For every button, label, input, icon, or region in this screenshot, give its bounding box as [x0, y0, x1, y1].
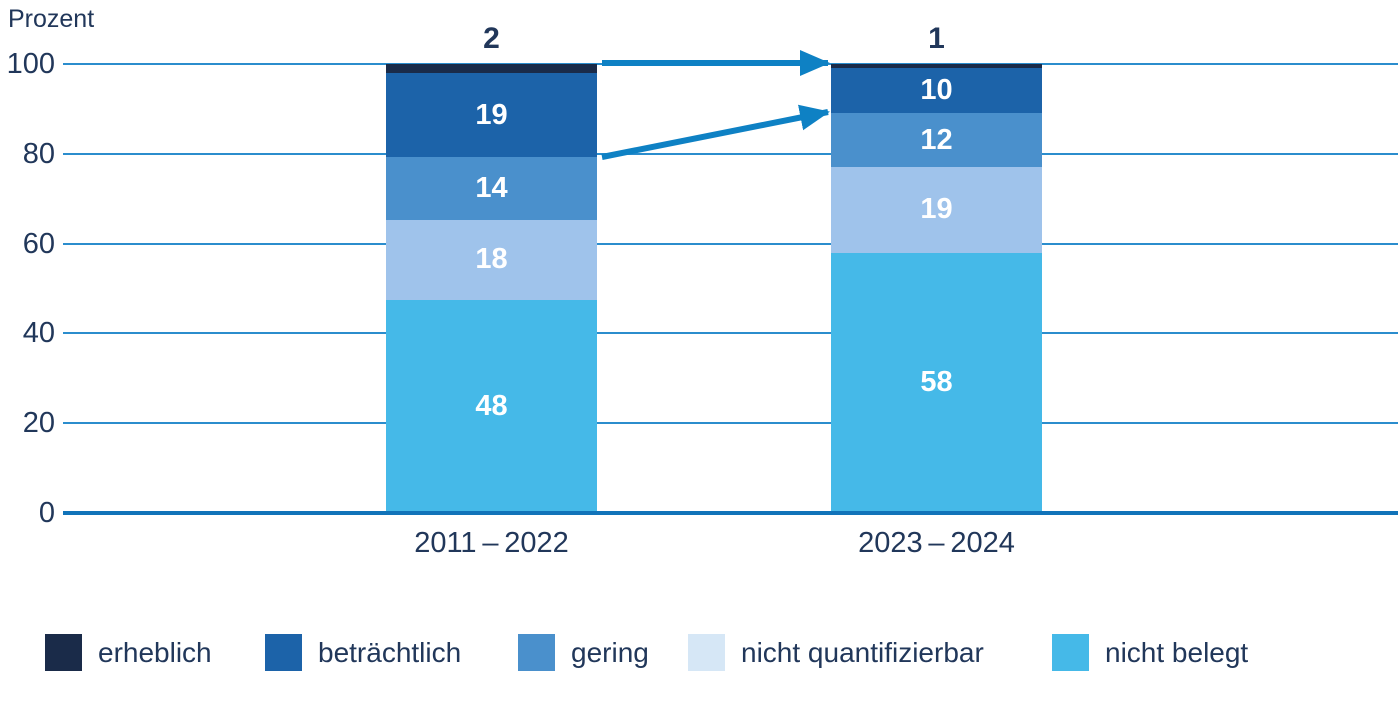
legend-item-nicht-quantifizierbar: nicht quantifizierbar	[688, 634, 984, 671]
y-axis-tick-label: 20	[22, 407, 55, 439]
bar-segment-beträchtlich: 10	[831, 68, 1042, 114]
segment-value-label: 48	[475, 389, 508, 422]
gridline-20	[63, 422, 1398, 424]
gridline-60	[63, 243, 1398, 245]
x-axis-baseline	[63, 511, 1398, 515]
y-axis-tick-label: 60	[22, 228, 55, 260]
legend-item-nicht-belegt: nicht belegt	[1052, 634, 1248, 671]
legend-label: gering	[571, 636, 649, 668]
bar-segment-beträchtlich: 19	[386, 72, 597, 158]
segment-value-label: 19	[475, 98, 508, 131]
bar-2023-2024: 10 12 19 58	[831, 64, 1042, 513]
legend-label: beträchtlich	[318, 636, 462, 668]
bar-top-value-label: 2	[483, 22, 500, 55]
legend-item-beträchtlich: beträchtlich	[265, 634, 461, 671]
y-axis-tick-label: 40	[22, 317, 55, 349]
bar-segment-erheblich	[386, 64, 597, 73]
x-axis-label: 2011 – 2022	[414, 527, 569, 559]
segment-value-label: 14	[475, 171, 508, 204]
legend-swatch	[1052, 634, 1089, 671]
legend-swatch	[688, 634, 725, 671]
bar-top-value-label: 1	[928, 22, 945, 55]
legend-swatch	[518, 634, 555, 671]
legend-swatch	[45, 634, 82, 671]
bar-segment-nicht-belegt: 58	[831, 252, 1042, 513]
segment-value-label: 12	[920, 123, 953, 156]
bar-segment-nicht-quantifizierbar: 19	[831, 167, 1042, 253]
y-axis-tick-label: 100	[6, 48, 55, 80]
legend-label: erheblich	[98, 636, 212, 668]
segment-value-label: 58	[920, 366, 953, 399]
bar-2011-2022: 19 14 18 48	[386, 64, 597, 513]
bar-segment-erheblich	[831, 64, 1042, 69]
legend-label: nicht belegt	[1105, 636, 1249, 668]
bar-segment-gering: 12	[831, 113, 1042, 168]
bar-segment-nicht-quantifizierbar: 18	[386, 219, 597, 300]
y-axis-tick-label: 80	[22, 138, 55, 170]
gridline-80	[63, 153, 1398, 155]
bar-segment-nicht-belegt: 48	[386, 299, 597, 513]
segment-value-label: 18	[475, 243, 508, 276]
x-axis-label: 2023 – 2024	[858, 527, 1015, 559]
y-axis-tick-label: 0	[38, 497, 55, 529]
legend-item-erheblich: erheblich	[45, 634, 212, 671]
segment-value-label: 19	[920, 193, 953, 226]
legend-item-gering: gering	[518, 634, 649, 671]
legend-label: nicht quantifizierbar	[741, 636, 984, 668]
bar-segment-gering: 14	[386, 157, 597, 220]
legend-swatch	[265, 634, 302, 671]
segment-value-label: 10	[920, 74, 953, 107]
y-axis-unit-label: Prozent	[8, 5, 95, 33]
gridline-100	[63, 63, 1398, 65]
gridline-40	[63, 332, 1398, 334]
